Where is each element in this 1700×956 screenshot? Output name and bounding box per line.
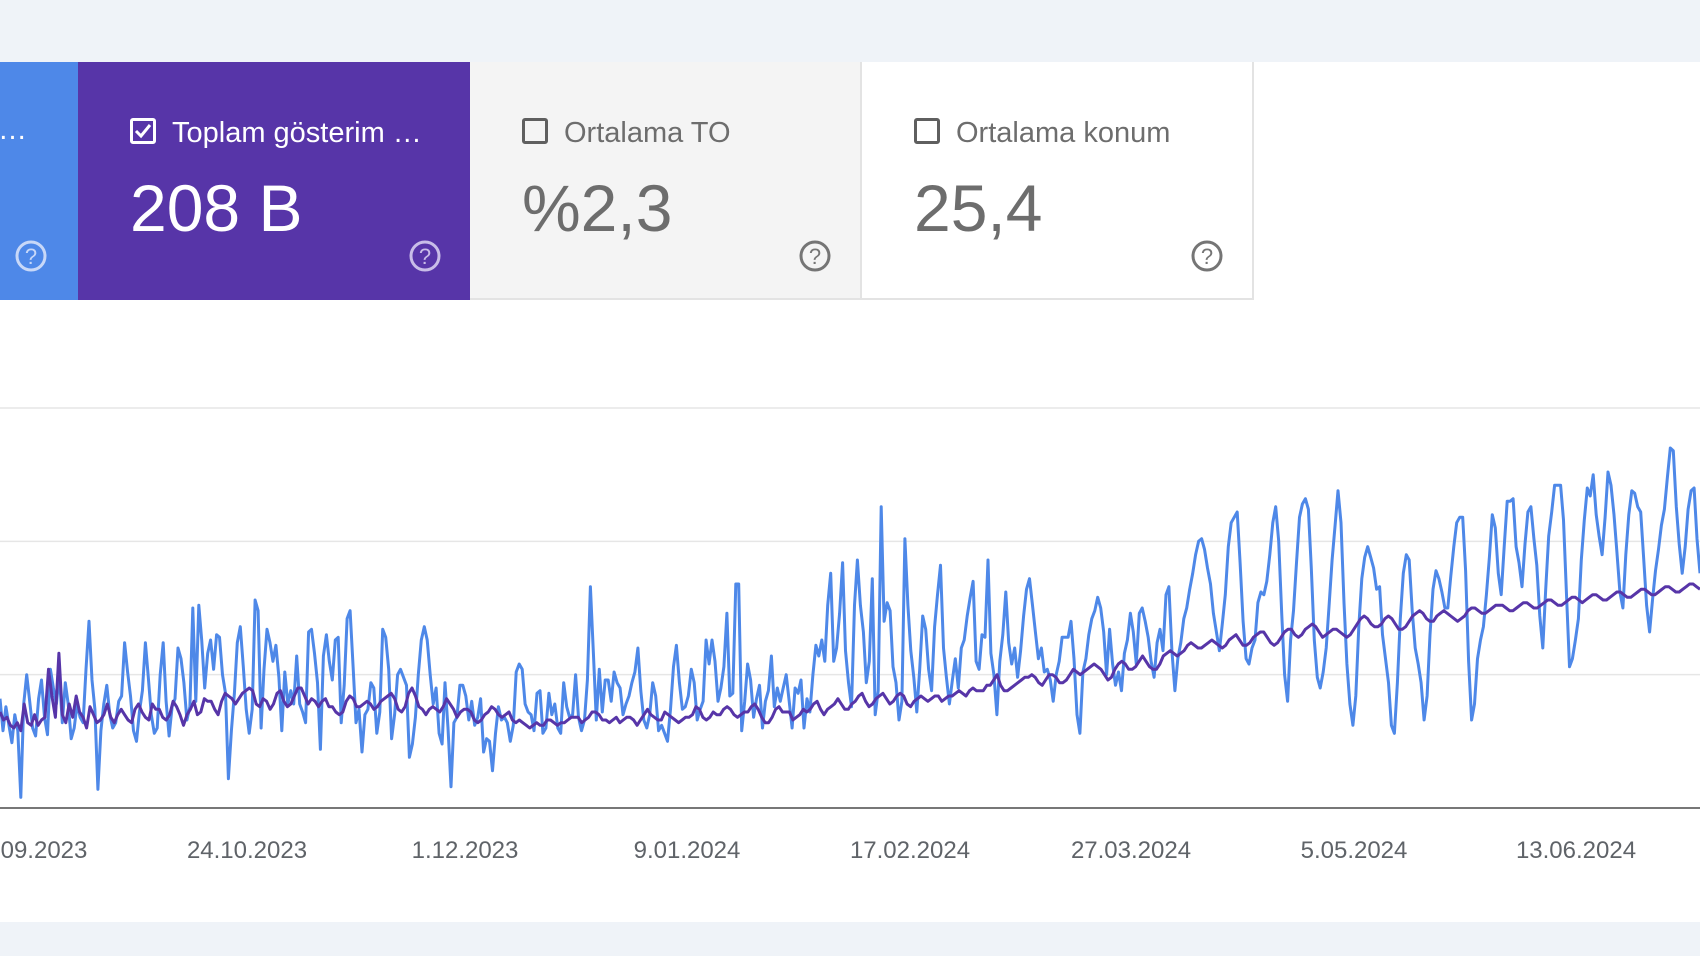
help-icon[interactable]: ? xyxy=(408,239,442,273)
metric-card-position[interactable]: Ortalama konum 25,4 ? xyxy=(862,62,1254,300)
series-line-impressions xyxy=(0,582,1700,733)
metric-card-impressions[interactable]: Toplam gösterim … 208 B ? xyxy=(78,62,470,300)
metric-card-ctr[interactable]: Ortalama TO %2,3 ? xyxy=(470,62,862,300)
position-label: Ortalama konum xyxy=(956,117,1171,149)
x-tick-label: 17.02.2024 xyxy=(850,837,970,864)
performance-panel: … ? Toplam gösterim … 208 B ? Ortalama T… xyxy=(0,62,1700,922)
help-icon[interactable]: ? xyxy=(1190,239,1224,273)
svg-text:?: ? xyxy=(809,244,821,269)
clicks-label: … xyxy=(0,114,27,146)
impressions-label: Toplam gösterim … xyxy=(172,117,422,149)
help-icon[interactable]: ? xyxy=(798,239,832,273)
chart-lines xyxy=(0,446,1700,799)
x-tick-label: 13.06.2024 xyxy=(1516,837,1636,864)
performance-chart: 09.2023 24.10.2023 1.12.2023 9.01.2024 17.02… xyxy=(0,407,1700,864)
checkbox-unchecked-icon[interactable] xyxy=(914,118,940,144)
metric-card-clicks[interactable]: … ? xyxy=(0,62,78,300)
x-tick-label: 1.12.2023 xyxy=(412,837,519,864)
svg-text:?: ? xyxy=(1201,244,1213,269)
series-line-clicks xyxy=(0,446,1700,799)
svg-text:?: ? xyxy=(419,244,431,269)
x-tick-label: 9.01.2024 xyxy=(634,837,741,864)
svg-text:?: ? xyxy=(25,244,37,269)
help-icon[interactable]: ? xyxy=(14,239,48,273)
checkbox-checked-icon[interactable] xyxy=(130,118,156,144)
x-tick-label: 09.2023 xyxy=(1,837,88,864)
x-tick-label: 24.10.2023 xyxy=(187,837,307,864)
chart-x-axis: 09.2023 24.10.2023 1.12.2023 9.01.2024 17.02… xyxy=(1,837,1636,864)
ctr-label: Ortalama TO xyxy=(564,117,731,149)
x-tick-label: 5.05.2024 xyxy=(1301,837,1408,864)
impressions-value: 208 B xyxy=(130,171,303,245)
x-tick-label: 27.03.2024 xyxy=(1071,837,1191,864)
position-value: 25,4 xyxy=(914,171,1043,245)
ctr-value: %2,3 xyxy=(522,171,673,245)
checkbox-unchecked-icon[interactable] xyxy=(522,118,548,144)
